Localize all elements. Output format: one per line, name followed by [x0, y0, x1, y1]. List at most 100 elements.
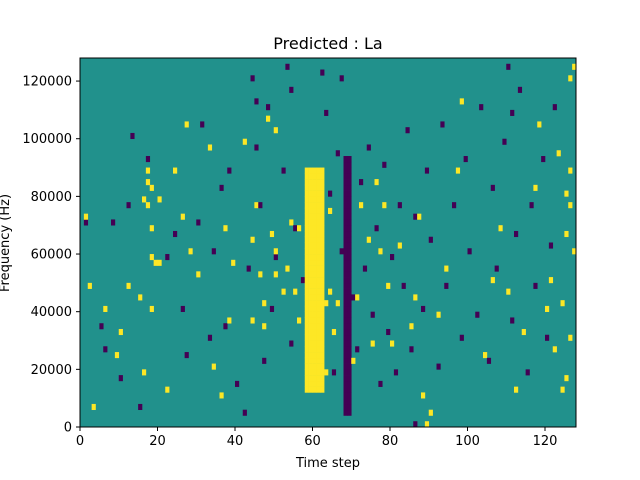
heatmap-cell [362, 265, 368, 272]
heatmap-cell [490, 184, 495, 191]
heatmap-cell [347, 317, 352, 324]
heatmap-cell [312, 282, 317, 289]
heatmap-cell [149, 254, 154, 261]
heatmap-cell [320, 311, 325, 318]
heatmap-cell [312, 248, 317, 255]
x-tick-label: 100 [455, 434, 480, 449]
heatmap-cell [343, 346, 348, 353]
heatmap-cell [266, 104, 271, 111]
heatmap-cell [308, 184, 313, 191]
heatmap-cell [320, 369, 325, 376]
heatmap-cell [312, 219, 317, 226]
heatmap-cell [320, 300, 325, 307]
heatmap-cell [564, 190, 569, 197]
heatmap-cell [312, 277, 317, 284]
heatmap-cell [347, 196, 352, 203]
heatmap-cell [343, 225, 348, 232]
heatmap-cell [103, 346, 108, 353]
heatmap-cell [308, 317, 313, 324]
heatmap-cell [556, 150, 561, 157]
heatmap-cell [308, 311, 313, 318]
heatmap-cell [304, 340, 309, 347]
heatmap-cell [343, 294, 348, 301]
heatmap-cell [343, 369, 348, 376]
heatmap-cell [343, 184, 348, 191]
heatmap-cell [444, 265, 449, 272]
heatmap-cell [312, 179, 317, 186]
heatmap-cell [568, 75, 573, 82]
heatmap-cell [335, 300, 340, 307]
heatmap-cell [560, 300, 565, 307]
heatmap-cell [316, 340, 321, 347]
heatmap-cell [312, 369, 317, 376]
heatmap-cell [316, 173, 321, 180]
heatmap-cell [343, 259, 348, 266]
heatmap-cell [316, 380, 321, 387]
heatmap-cell [355, 294, 360, 301]
heatmap-cell [308, 167, 313, 174]
heatmap-cell [347, 265, 352, 272]
heatmap-cell [347, 282, 352, 289]
heatmap-cell [440, 121, 445, 128]
heatmap-cell [304, 271, 309, 278]
heatmap-cell [382, 202, 387, 209]
heatmap-cell [308, 173, 313, 180]
heatmap-cell [436, 311, 441, 318]
heatmap-cell [320, 352, 325, 359]
heatmap-cell [285, 63, 290, 70]
heatmap-cell [320, 294, 325, 301]
heatmap-cell [312, 173, 317, 180]
heatmap-cell [258, 202, 263, 209]
heatmap-cell [111, 219, 116, 226]
heatmap-cell [273, 248, 278, 255]
heatmap-cell [308, 305, 313, 312]
heatmap-cell [297, 225, 302, 232]
heatmap-cell [320, 69, 325, 76]
heatmap-cell [304, 254, 309, 261]
heatmap-cell [269, 230, 275, 238]
heatmap-cell [320, 173, 325, 180]
heatmap-cell [316, 207, 321, 214]
heatmap-cell [347, 346, 352, 353]
heatmap-cell [343, 311, 348, 318]
heatmap-cell [312, 271, 317, 278]
heatmap-cell [452, 202, 457, 209]
heatmap-cell [347, 219, 352, 226]
heatmap-cell [304, 357, 309, 364]
heatmap-cell [343, 242, 348, 249]
x-tick-label: 20 [149, 434, 166, 449]
heatmap-cell [312, 375, 317, 382]
heatmap-cell [254, 202, 259, 209]
heatmap-cell [343, 357, 348, 364]
heatmap-cell [343, 340, 348, 347]
heatmap-cell [459, 98, 464, 105]
y-axis: 0 20000 40000 60000 80000 100000 120000 [22, 75, 80, 436]
heatmap-cell [378, 380, 383, 387]
heatmap-cell [328, 288, 333, 295]
heatmap-cell [266, 115, 271, 122]
heatmap-cell [304, 294, 309, 301]
heatmap-cell [308, 219, 313, 226]
heatmap-cell [173, 167, 178, 174]
heatmap-cell [320, 207, 325, 214]
heatmap-cell [382, 161, 387, 168]
heatmap-cell [308, 380, 313, 387]
heatmap-cell [572, 63, 577, 70]
heatmap-cell [308, 357, 313, 364]
heatmap-cell [386, 328, 391, 336]
y-tick-label: 20000 [31, 363, 72, 378]
heatmap-cell [320, 340, 325, 347]
heatmap-cell [343, 409, 348, 416]
heatmap-cell [308, 242, 313, 249]
heatmap-cell [347, 386, 352, 393]
heatmap-cell [235, 380, 240, 387]
heatmap-cell [347, 259, 352, 266]
plot-frame [79, 57, 577, 428]
heatmap-cell [308, 202, 313, 209]
heatmap-cell [308, 288, 313, 295]
heatmap-cell [343, 386, 348, 393]
heatmap-cell [304, 323, 309, 330]
heatmap-cell [568, 334, 573, 341]
heatmap-cell [483, 352, 488, 359]
heatmap-cell [347, 375, 352, 382]
